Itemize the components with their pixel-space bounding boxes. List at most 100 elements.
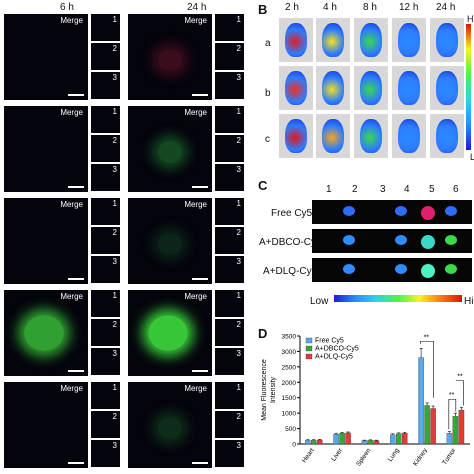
merge-label: Merge <box>184 200 207 209</box>
cell-fluorescence <box>24 315 64 351</box>
mouse-fluorescence-image <box>316 18 350 62</box>
mouse-fluorescence-image <box>316 114 350 158</box>
legend-swatch <box>305 353 313 360</box>
time-label: 8 h <box>363 2 377 13</box>
organ-number: 5 <box>429 184 435 195</box>
bar <box>452 416 459 445</box>
mouse-fluorescence-image <box>354 114 388 158</box>
y-axis-label: Mean Fluorescence Intensity <box>261 359 277 421</box>
merge-label: Merge <box>60 384 83 393</box>
row-label-free-cy5: Free Cy5 <box>271 208 313 219</box>
organ-fluorescence <box>395 206 407 216</box>
significance-bracket <box>455 380 464 406</box>
y-tick-label: 3500 <box>282 334 297 341</box>
micrograph-channel: 1 <box>91 382 120 409</box>
channel-number: 2 <box>112 412 117 421</box>
organ-fluorescence <box>421 206 435 220</box>
hi-label: Hi <box>467 14 474 24</box>
channel-number: 1 <box>236 107 241 116</box>
legend-label: A+DBCO-Cy5 <box>315 346 359 353</box>
micrograph-channel: 2 <box>215 319 244 346</box>
organ-fluorescence <box>445 206 457 216</box>
panel-letter-b: B <box>258 2 268 17</box>
micrograph-channel: 2 <box>215 43 244 70</box>
bar <box>317 439 323 445</box>
micrograph-merge: Merge <box>128 198 212 284</box>
mouse-body <box>436 71 458 105</box>
mouse-body <box>360 23 382 57</box>
bar <box>345 432 351 445</box>
legend-swatch <box>305 337 313 344</box>
micrograph-channel: 1 <box>215 382 244 409</box>
channel-number: 2 <box>236 320 241 329</box>
micrograph-merge: Merge <box>4 290 88 376</box>
micrograph-channel: 3 <box>91 164 120 191</box>
bar <box>430 408 436 445</box>
channel-number: 1 <box>112 15 117 24</box>
time-label: 4 h <box>323 2 337 13</box>
bar <box>424 405 430 445</box>
mouse-fluorescence-image <box>316 66 350 110</box>
micrograph-channel: 2 <box>91 135 120 162</box>
channel-number: 1 <box>112 199 117 208</box>
bar <box>390 434 396 445</box>
scale-bar <box>192 278 208 280</box>
cell-fluorescence <box>158 49 182 71</box>
channel-number: 2 <box>112 136 117 145</box>
y-tick-label: 3000 <box>282 349 297 356</box>
micrograph-channel: 2 <box>91 227 120 254</box>
bar <box>458 409 465 445</box>
bar <box>418 357 424 445</box>
cell-fluorescence <box>148 315 188 351</box>
scale-bar <box>192 462 208 464</box>
mouse-fluorescence-image <box>430 66 464 110</box>
channel-number: 3 <box>112 257 117 266</box>
organ-fluorescence <box>421 264 435 278</box>
micrograph-channel: 1 <box>91 290 120 317</box>
merge-label: Merge <box>184 292 207 301</box>
row-label-b: b <box>265 88 271 99</box>
y-tick-label: 2000 <box>282 380 297 387</box>
mouse-body <box>285 119 307 153</box>
time-label: 12 h <box>399 2 419 13</box>
micrograph-channel: 2 <box>91 43 120 70</box>
mouse-body <box>436 119 458 153</box>
cell-fluorescence <box>158 141 182 163</box>
micrograph-channel: 3 <box>91 72 120 99</box>
merge-label: Merge <box>60 108 83 117</box>
micrograph-channel: 2 <box>215 411 244 438</box>
mouse-body <box>360 119 382 153</box>
micrograph-merge: Merge <box>4 382 88 468</box>
merge-label: Merge <box>60 200 83 209</box>
micrograph-channel: 1 <box>215 290 244 317</box>
scale-bar <box>68 94 84 96</box>
mouse-fluorescence-image <box>392 114 426 158</box>
scale-bar <box>68 462 84 464</box>
channel-number: 3 <box>112 349 117 358</box>
micrograph-channel: 3 <box>215 72 244 99</box>
mouse-fluorescence-image <box>279 66 313 110</box>
mouse-body <box>285 23 307 57</box>
row-label-a: a <box>265 38 271 49</box>
scale-bar <box>68 278 84 280</box>
channel-number: 2 <box>112 320 117 329</box>
merge-label: Merge <box>184 16 207 25</box>
scale-bar <box>192 94 208 96</box>
panel-letter-c: C <box>258 178 268 193</box>
micrograph-channel: 1 <box>215 198 244 225</box>
scale-bar <box>68 186 84 188</box>
channel-number: 3 <box>112 441 117 450</box>
organ-fluorescence <box>395 235 407 245</box>
micrograph-channel: 3 <box>91 256 120 283</box>
organ-number: 2 <box>352 184 358 195</box>
channel-number: 3 <box>112 165 117 174</box>
mouse-body <box>398 23 420 57</box>
mouse-fluorescence-image <box>430 114 464 158</box>
channel-number: 3 <box>236 257 241 266</box>
bar <box>361 440 368 445</box>
channel-number: 3 <box>236 349 241 358</box>
bar <box>402 433 408 445</box>
bar <box>373 440 380 445</box>
cell-fluorescence <box>158 417 182 439</box>
cell-fluorescence <box>158 233 182 255</box>
